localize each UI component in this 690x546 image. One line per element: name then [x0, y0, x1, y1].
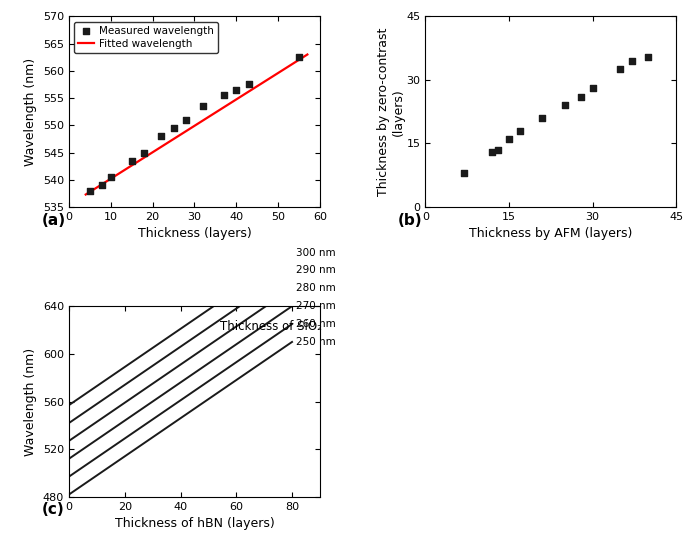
Text: 270 nm: 270 nm	[296, 301, 336, 311]
Measured wavelength	[244, 80, 255, 89]
X-axis label: Thickness by AFM (layers): Thickness by AFM (layers)	[469, 228, 633, 240]
Measured wavelength	[218, 91, 229, 100]
Y-axis label: Wavelength (nm): Wavelength (nm)	[24, 347, 37, 455]
Point	[492, 145, 503, 154]
Point	[576, 92, 587, 101]
Point	[504, 135, 515, 144]
Point	[537, 114, 548, 122]
Point	[515, 127, 526, 135]
Y-axis label: Thickness by zero-contrast
(layers): Thickness by zero-contrast (layers)	[377, 27, 405, 196]
Measured wavelength	[168, 124, 179, 133]
Point	[615, 65, 626, 74]
Text: 260 nm: 260 nm	[296, 319, 336, 329]
Point	[626, 56, 637, 65]
Legend: Measured wavelength, Fitted wavelength: Measured wavelength, Fitted wavelength	[75, 22, 218, 53]
Text: (c): (c)	[41, 502, 64, 517]
Point	[587, 84, 598, 93]
X-axis label: Thickness (layers): Thickness (layers)	[137, 228, 251, 240]
Measured wavelength	[155, 132, 166, 141]
Text: 280 nm: 280 nm	[296, 283, 336, 293]
Text: 290 nm: 290 nm	[296, 265, 336, 275]
Point	[643, 52, 654, 61]
Text: 250 nm: 250 nm	[296, 337, 336, 347]
X-axis label: Thickness of hBN (layers): Thickness of hBN (layers)	[115, 517, 275, 530]
Text: Thickness of SiO₂: Thickness of SiO₂	[219, 319, 322, 333]
Measured wavelength	[106, 173, 117, 181]
Measured wavelength	[230, 86, 241, 94]
Text: (b): (b)	[397, 212, 422, 228]
Measured wavelength	[126, 156, 137, 165]
Point	[459, 169, 470, 177]
Measured wavelength	[181, 116, 192, 124]
Text: (a): (a)	[41, 212, 66, 228]
Measured wavelength	[197, 102, 208, 111]
Point	[559, 101, 570, 110]
Measured wavelength	[97, 181, 108, 189]
Point	[486, 147, 497, 156]
Text: 300 nm: 300 nm	[296, 247, 336, 258]
Measured wavelength	[84, 186, 95, 195]
Measured wavelength	[139, 148, 150, 157]
Y-axis label: Wavelength (nm): Wavelength (nm)	[24, 58, 37, 166]
Measured wavelength	[293, 53, 304, 62]
